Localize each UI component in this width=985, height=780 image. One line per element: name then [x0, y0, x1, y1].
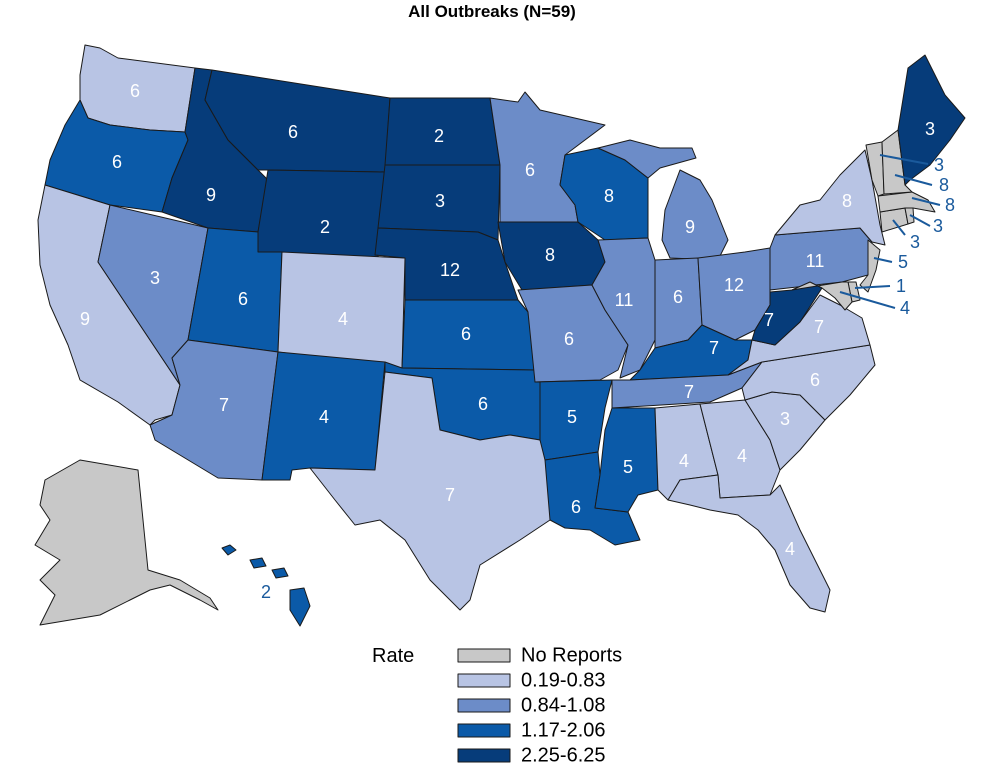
label-IA: 8	[545, 245, 555, 265]
legend-swatch-4	[457, 748, 511, 763]
label-PA: 11	[806, 251, 825, 271]
state-TX	[309, 371, 551, 611]
label-WA: 6	[130, 81, 140, 101]
label-MT: 6	[288, 122, 298, 142]
label-KY: 7	[709, 338, 719, 358]
label-AR: 5	[567, 407, 577, 427]
label-NM: 4	[319, 407, 329, 427]
legend-title: Rate	[372, 645, 414, 667]
label-NC: 6	[810, 370, 820, 390]
label-VA: 7	[814, 317, 824, 337]
label-DE: 1	[896, 276, 906, 296]
state-MI-UP	[597, 139, 697, 179]
label-WV: 7	[764, 310, 774, 330]
label-CO: 4	[338, 309, 348, 329]
label-WI: 8	[604, 186, 614, 206]
label-RI: 3	[933, 216, 943, 236]
state-FL	[667, 474, 831, 613]
legend-label-2: 0.84-1.08	[521, 694, 606, 716]
label-AZ: 7	[219, 395, 229, 415]
label-WY: 2	[320, 217, 330, 237]
label-AL: 4	[679, 451, 689, 471]
label-OR: 6	[112, 152, 122, 172]
legend-label-0: No Reports	[521, 644, 622, 666]
state-HI-1	[221, 544, 237, 556]
label-IL: 11	[615, 290, 634, 310]
state-NH	[881, 129, 913, 195]
state-NM	[261, 351, 386, 481]
label-TN: 7	[684, 382, 694, 402]
legend-swatch-1	[457, 673, 511, 688]
legend-swatch-3	[457, 723, 511, 738]
label-CA: 9	[80, 309, 90, 329]
label-NY: 8	[842, 191, 852, 211]
label-NJ: 5	[898, 252, 908, 272]
label-UT: 6	[238, 289, 248, 309]
label-NE: 12	[440, 260, 460, 280]
state-WY	[257, 169, 386, 259]
label-LA: 6	[571, 497, 581, 517]
label-TX: 7	[445, 485, 455, 505]
legend-label-3: 1.17-2.06	[521, 719, 606, 741]
leader-lines	[839, 154, 941, 309]
label-OK: 6	[478, 394, 488, 414]
state-MI	[661, 169, 729, 261]
state-VT	[865, 141, 885, 197]
label-ME: 3	[925, 119, 935, 139]
label-MN: 6	[525, 160, 535, 180]
label-NH: 8	[939, 175, 949, 195]
state-AK	[34, 459, 219, 626]
label-MO: 6	[564, 329, 574, 349]
label-OH: 12	[724, 275, 744, 295]
label-NV: 3	[150, 268, 160, 288]
label-ID: 9	[206, 185, 216, 205]
state-VA	[727, 294, 871, 376]
label-KS: 6	[461, 324, 471, 344]
label-IN: 6	[673, 287, 683, 307]
label-MI: 9	[685, 217, 695, 237]
state-HI-4	[289, 587, 311, 627]
state-ME	[897, 54, 966, 186]
label-VT: 3	[934, 155, 944, 175]
legend: Rate No Reports 0.19-0.83 0.84-1.08 1.17…	[372, 644, 622, 766]
state-NY	[774, 149, 886, 246]
label-FL: 4	[785, 539, 795, 559]
label-SD: 3	[435, 191, 445, 211]
label-MS: 5	[623, 457, 633, 477]
legend-label-4: 2.25-6.25	[521, 744, 606, 766]
state-IL	[591, 237, 656, 379]
legend-label-1: 0.19-0.83	[521, 669, 606, 691]
label-MA: 8	[945, 195, 955, 215]
label-GA: 4	[737, 446, 747, 466]
label-MD: 4	[900, 298, 910, 318]
state-MD	[791, 281, 853, 311]
label-ND: 2	[434, 126, 444, 146]
label-SC: 3	[780, 409, 790, 429]
label-HI: 2	[261, 582, 271, 602]
map-title: All Outbreaks (N=59)	[408, 2, 576, 21]
state-HI-2	[249, 557, 267, 569]
label-CT: 3	[910, 232, 920, 252]
state-MA	[877, 191, 936, 213]
state-HI-3	[271, 567, 289, 579]
state-NJ	[859, 239, 881, 293]
legend-swatch-2	[457, 698, 511, 713]
state-LA	[544, 451, 641, 546]
legend-swatch-0	[457, 648, 511, 663]
